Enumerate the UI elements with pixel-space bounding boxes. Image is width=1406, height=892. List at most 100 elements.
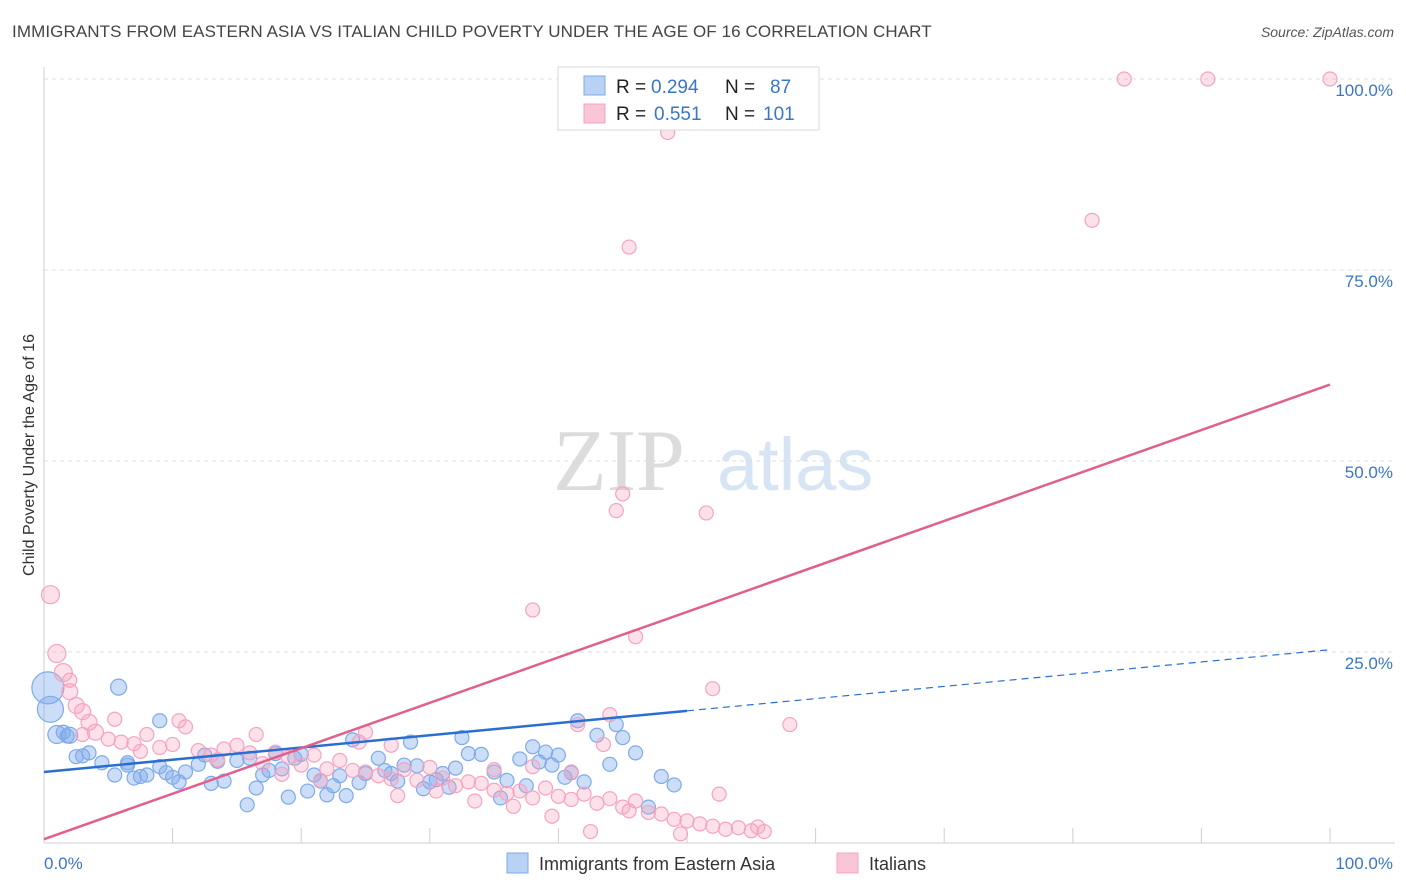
data-point — [300, 783, 316, 799]
legend-label-eastern-asia: Immigrants from Eastern Asia — [539, 854, 776, 874]
stats-n-value-1: 87 — [770, 77, 791, 98]
data-point — [59, 728, 75, 744]
data-point — [653, 768, 669, 785]
data-point — [730, 820, 747, 836]
data-point — [486, 762, 502, 778]
data-point — [782, 716, 798, 733]
data-point — [640, 799, 657, 815]
data-point — [467, 793, 483, 809]
trend-lines — [43, 383, 1331, 841]
data-point — [312, 772, 329, 788]
data-point — [627, 745, 644, 761]
data-point — [248, 780, 264, 796]
y-tick-label: 25.0% — [1345, 654, 1393, 673]
data-point — [525, 790, 541, 806]
data-point — [563, 764, 579, 780]
data-point — [666, 811, 682, 827]
data-point — [109, 678, 128, 696]
data-point — [512, 751, 528, 767]
legend-swatch-eastern-asia — [506, 852, 529, 874]
series-eastern-asia-points — [31, 671, 682, 815]
data-point — [717, 821, 734, 837]
legend-swatch-italians — [836, 852, 859, 874]
watermark: ZIP atlas — [553, 413, 873, 510]
data-point — [345, 762, 361, 779]
stats-n-label-1: N = — [725, 77, 755, 98]
stats-r-value-1: 0.294 — [651, 77, 699, 98]
data-point — [653, 806, 669, 822]
data-point — [544, 808, 560, 824]
data-point — [615, 729, 631, 746]
data-point — [332, 752, 348, 769]
data-point — [293, 757, 309, 773]
data-point — [1084, 212, 1100, 228]
trend-line-italians — [43, 383, 1331, 841]
data-point — [338, 788, 354, 804]
data-point — [698, 505, 714, 521]
stats-r-value-2: 0.551 — [654, 104, 702, 125]
data-point — [132, 743, 149, 759]
data-point — [602, 791, 618, 807]
y-tick-labels: 25.0% 50.0% 75.0% 100.0% — [1335, 81, 1393, 673]
legend-label-italians: Italians — [869, 854, 926, 874]
trend-line-eastern-asia — [43, 709, 688, 774]
data-point — [473, 746, 489, 762]
stats-box: R = 0.294 N = 87 R = 0.551 N = 101 — [557, 66, 820, 131]
axes — [43, 67, 1395, 844]
data-point — [31, 671, 65, 705]
y-axis-label: Child Poverty Under the Age of 16 — [21, 334, 38, 576]
data-point — [505, 798, 521, 814]
gridlines — [44, 78, 1395, 653]
data-point — [608, 503, 624, 519]
data-point — [525, 602, 541, 618]
stats-n-label-2: N = — [725, 104, 755, 125]
stats-r-label-1: R = — [616, 77, 646, 98]
data-point — [582, 823, 599, 840]
data-point — [190, 742, 206, 759]
data-point — [383, 771, 399, 787]
data-point — [1200, 71, 1216, 87]
data-point — [621, 803, 637, 819]
data-point — [750, 819, 766, 835]
data-point — [306, 747, 322, 763]
data-point — [248, 726, 264, 743]
chart-source: Source: ZipAtlas.com — [1260, 24, 1394, 40]
data-point — [80, 713, 98, 731]
data-point — [409, 758, 425, 774]
data-point — [711, 786, 727, 802]
data-point — [705, 818, 721, 834]
data-point — [107, 767, 123, 783]
data-point — [370, 750, 386, 766]
data-point — [274, 761, 290, 777]
data-point — [390, 788, 406, 804]
data-point — [537, 744, 554, 760]
data-point — [595, 736, 612, 753]
y-tick-label: 50.0% — [1345, 463, 1393, 482]
data-point — [576, 786, 592, 802]
data-point — [280, 789, 296, 805]
data-point — [74, 748, 91, 764]
stats-swatch-italians — [583, 103, 606, 124]
data-point — [319, 761, 335, 777]
data-point — [357, 764, 374, 780]
data-point — [132, 768, 149, 785]
data-point — [74, 726, 91, 743]
data-point — [62, 672, 78, 688]
data-point — [239, 797, 255, 813]
data-point — [692, 816, 708, 832]
trend-line-eastern-asia-projection — [686, 649, 1331, 712]
data-point — [447, 778, 464, 794]
stats-n-value-2: 101 — [763, 104, 795, 125]
data-point — [512, 783, 528, 799]
data-point — [152, 739, 168, 756]
data-point — [435, 770, 451, 786]
data-point — [86, 723, 105, 741]
data-point — [679, 813, 695, 829]
data-point — [47, 643, 67, 664]
data-point — [576, 774, 592, 790]
data-point — [229, 737, 245, 753]
data-point — [113, 734, 129, 750]
data-point — [705, 681, 721, 697]
data-point — [499, 785, 515, 801]
